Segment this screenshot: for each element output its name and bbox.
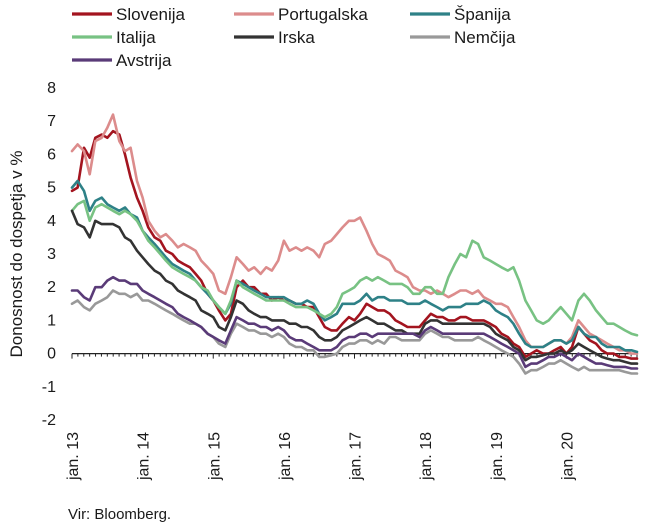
- y-tick-label: 7: [47, 113, 56, 130]
- y-tick-label: 1: [47, 312, 56, 329]
- y-tick-label: 3: [47, 246, 56, 263]
- legend-label: Nemčija: [454, 28, 516, 47]
- legend-label: Portugalska: [278, 5, 368, 24]
- x-tick-label: jan. 18: [418, 432, 435, 481]
- series-line-avstrija: [70, 275, 639, 370]
- series-lines: [70, 113, 639, 375]
- legend-label: Italija: [116, 28, 156, 47]
- y-axis: -2 -1 0 1 2 3 4 5 6 7 8: [42, 80, 56, 429]
- y-axis-label: Donosnost do dospetja v %: [7, 151, 26, 358]
- y-tick-label: 6: [47, 146, 56, 163]
- legend: Slovenija Portugalska Španija Italija Irska N…: [72, 5, 516, 70]
- series-line-italija: [70, 199, 639, 337]
- y-tick-label: -1: [42, 379, 56, 396]
- legend-label: Irska: [278, 28, 315, 47]
- y-tick-label: 2: [47, 279, 56, 296]
- series-line-nemčija: [70, 289, 639, 375]
- legend-label: Slovenija: [116, 5, 186, 24]
- y-tick-label: 0: [47, 346, 56, 363]
- series-line-irska: [70, 209, 639, 365]
- series-line-slovenija: [70, 129, 639, 360]
- x-tick-label: jan. 20: [559, 432, 576, 481]
- x-tick-label: jan. 19: [489, 432, 506, 481]
- legend-label: Avstrija: [116, 51, 172, 70]
- x-tick-label: jan. 17: [348, 432, 365, 481]
- y-tick-label: 4: [47, 213, 56, 230]
- x-tick-label: jan. 13: [65, 432, 82, 481]
- y-tick-label: 8: [47, 80, 56, 97]
- x-tick-label: jan. 15: [206, 432, 223, 481]
- y-tick-label: -2: [42, 412, 56, 429]
- source-note: Vir: Bloomberg.: [68, 506, 172, 523]
- legend-label: Španija: [454, 5, 511, 24]
- x-tick-label: jan. 14: [136, 432, 153, 481]
- series-line-španija: [70, 179, 639, 354]
- x-axis: jan. 13 jan. 14 jan. 15 jan. 16 jan. 17 jan. …: [65, 353, 638, 481]
- y-tick-label: 5: [47, 180, 56, 197]
- x-tick-label: jan. 16: [277, 432, 294, 481]
